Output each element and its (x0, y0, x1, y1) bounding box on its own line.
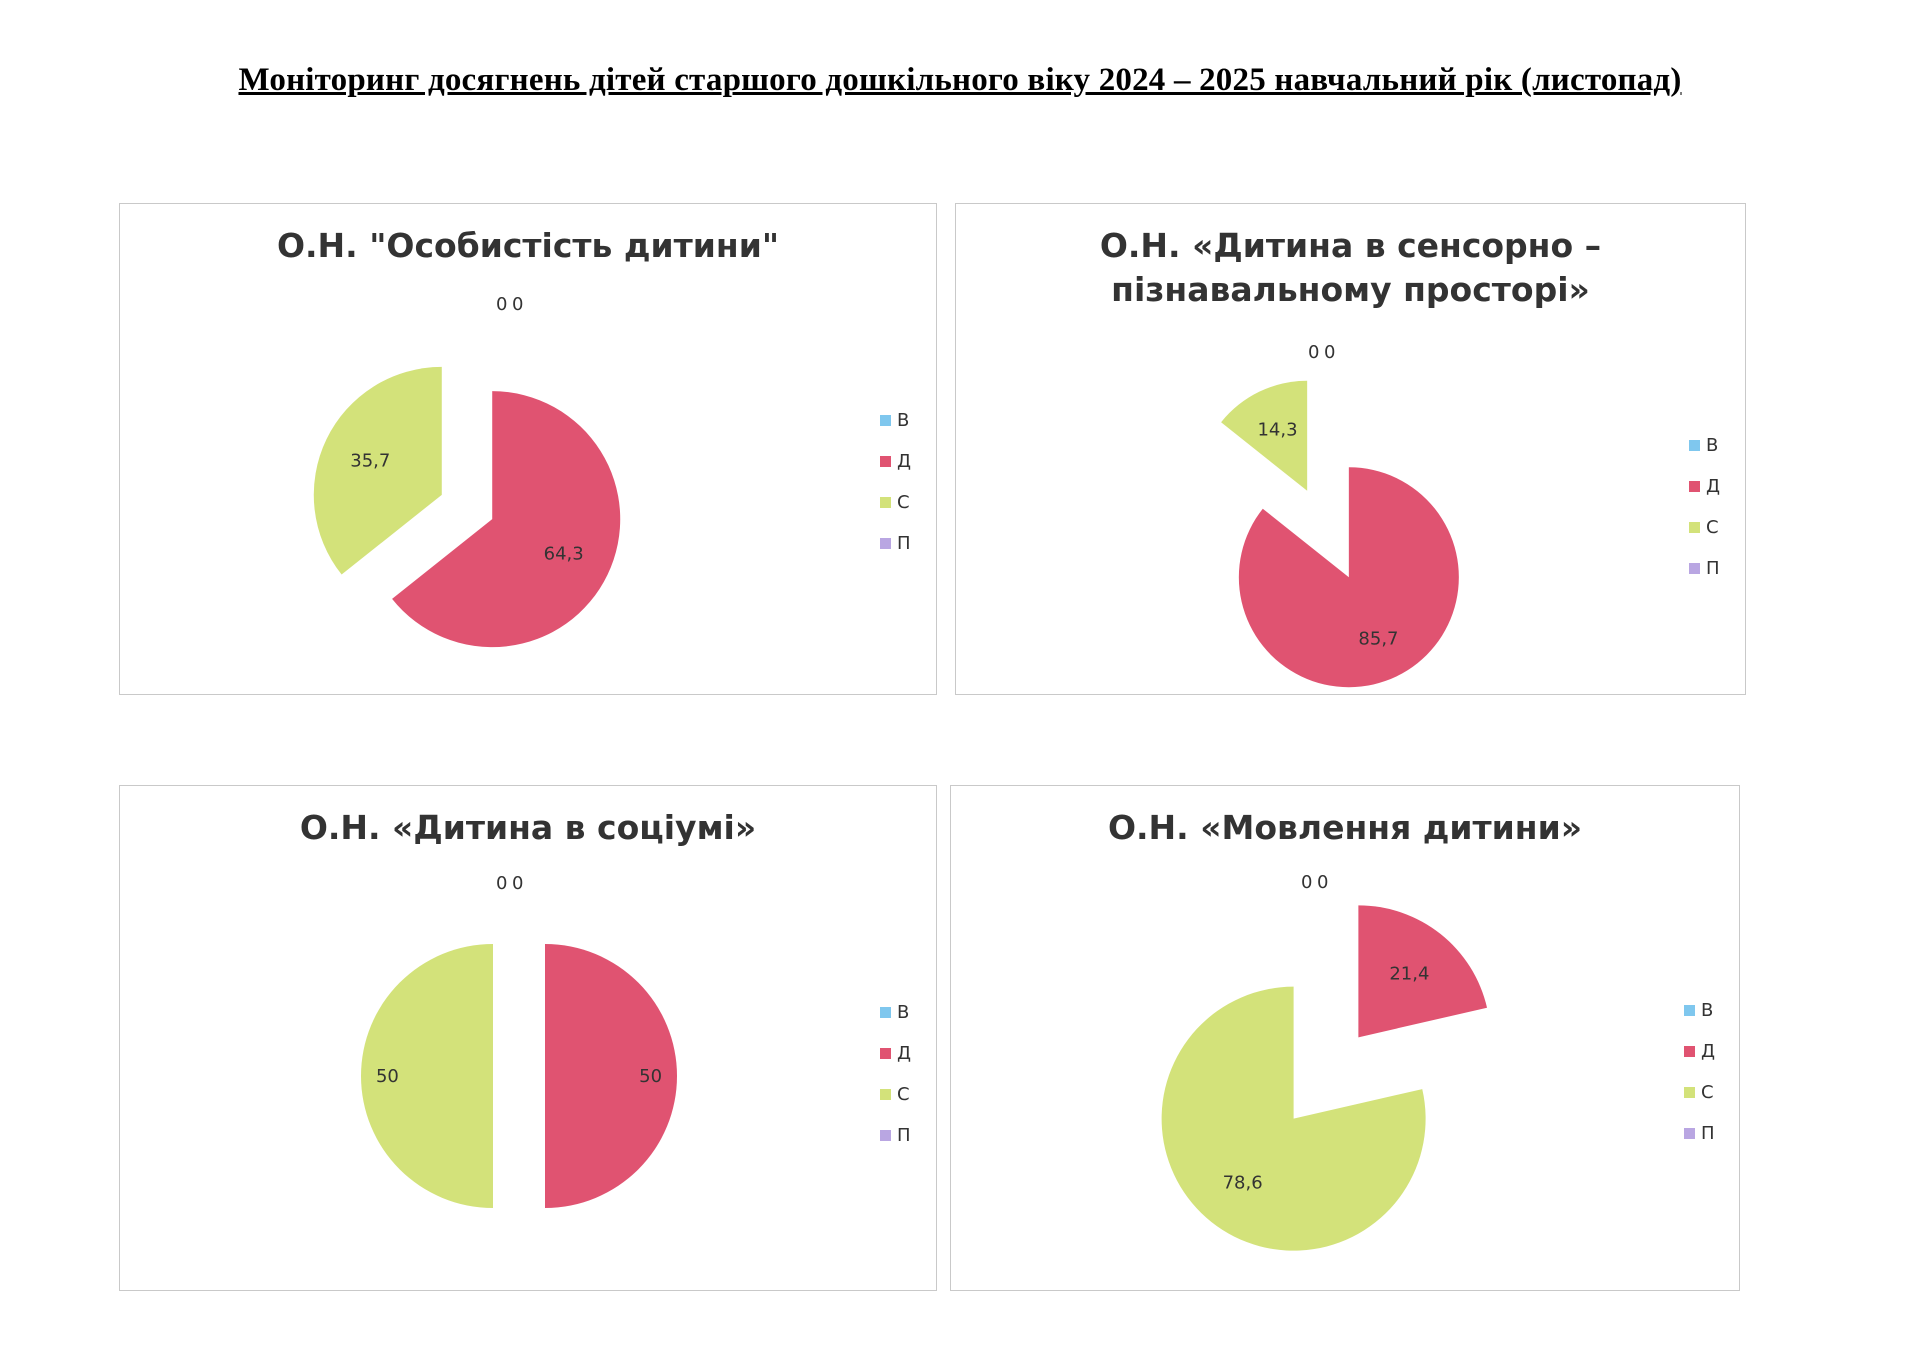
legend-label: П (897, 533, 911, 554)
data-label-zero: 0 (496, 873, 507, 894)
data-label-zero: 0 (1317, 872, 1328, 893)
legend-label: Д (897, 1043, 912, 1064)
chart-sensory: О.Н. «Дитина в сенсорно – пізнавальному … (955, 203, 1746, 695)
legend-label: Д (1701, 1041, 1716, 1062)
page-title: Моніторинг досягнень дітей старшого дошк… (238, 62, 1682, 98)
data-label-zero: 0 (512, 294, 523, 315)
legend-label: Д (1706, 476, 1721, 497)
legend-label: В (897, 410, 910, 431)
pie-chart-svg: 0 21,4 78,6 0 (1161, 872, 1488, 1251)
legend-label: С (1701, 1082, 1714, 1103)
data-label: 35,7 (350, 450, 390, 471)
legend-swatch (880, 538, 891, 549)
pie-slice-s (361, 944, 493, 1208)
pie-slice-d (1358, 905, 1488, 1038)
legend-swatch (880, 456, 891, 467)
data-label: 21,4 (1389, 963, 1429, 984)
data-label-zero: 0 (1308, 342, 1319, 363)
legend-label: В (1706, 435, 1719, 456)
legend-swatch (880, 1048, 891, 1059)
legend-item: С (1689, 507, 1720, 548)
data-label: 78,6 (1223, 1173, 1263, 1194)
legend-item: В (880, 992, 911, 1033)
legend-swatch (1684, 1005, 1695, 1016)
legend-swatch (1684, 1087, 1695, 1098)
chart-title-line-1: О.Н. «Дитина в сенсорно – (1099, 226, 1602, 265)
legend-item: С (880, 1074, 911, 1115)
pie-slice-s (1221, 380, 1308, 491)
pie-chart-svg: 0 85,7 14,3 0 (1221, 342, 1459, 688)
legend-item: В (1689, 425, 1720, 466)
legend-item: Д (1684, 1031, 1715, 1072)
legend-label: П (1701, 1123, 1715, 1144)
legend-item: Д (880, 1033, 911, 1074)
legend-swatch (1689, 522, 1700, 533)
pie-slice-d (392, 391, 621, 648)
legend-swatch (1689, 563, 1700, 574)
legend-item: П (880, 1115, 911, 1156)
chart-title: О.Н. «Дитина в сенсорно – пізнавальному … (956, 224, 1745, 312)
pie-slice-d (1238, 467, 1459, 688)
legend-swatch (1689, 440, 1700, 451)
pie-slice-s (313, 366, 442, 575)
legend-item: П (1684, 1113, 1715, 1154)
chart-title: О.Н. «Мовлення дитини» (1107, 808, 1583, 847)
chart-title: О.Н. «Дитина в соціумі» (299, 808, 757, 847)
legend-label: С (1706, 517, 1719, 538)
chart-title: О.Н. "Особистість дитини" (276, 226, 780, 265)
data-label-zero: 0 (1324, 342, 1335, 363)
legend-label: П (1706, 558, 1720, 579)
legend-swatch (880, 497, 891, 508)
legend-item: С (880, 482, 911, 523)
legend-swatch (880, 1089, 891, 1100)
legend-swatch (880, 1007, 891, 1018)
data-label-zero: 0 (496, 294, 507, 315)
pie-slice-d (545, 944, 677, 1208)
legend-item: С (1684, 1072, 1715, 1113)
legend-label: В (897, 1002, 910, 1023)
data-label: 50 (376, 1066, 399, 1087)
legend-item: В (880, 400, 911, 441)
pie-slice-s (1161, 986, 1426, 1251)
legend-item: П (880, 523, 911, 564)
legend-label: С (897, 492, 910, 513)
legend-label: Д (897, 451, 912, 472)
legend-label: С (897, 1084, 910, 1105)
pie-chart-svg: 0 50 50 0 (361, 873, 677, 1208)
chart-title-line-2: пізнавальному просторі» (1111, 270, 1590, 309)
data-label-zero: 0 (512, 873, 523, 894)
legend-swatch (1684, 1046, 1695, 1057)
legend-swatch (880, 1130, 891, 1141)
pie-chart-svg: 0 64,3 35,7 0 (313, 294, 621, 648)
legend-label: В (1701, 1000, 1714, 1021)
data-label: 50 (639, 1066, 662, 1087)
legend-item: Д (1689, 466, 1720, 507)
legend-swatch (880, 415, 891, 426)
legend-item: П (1689, 548, 1720, 589)
legend-swatch (1684, 1128, 1695, 1139)
legend-item: В (1684, 990, 1715, 1031)
data-label: 64,3 (544, 544, 584, 565)
legend-item: Д (880, 441, 911, 482)
data-label: 14,3 (1257, 419, 1297, 440)
data-label-zero: 0 (1301, 872, 1312, 893)
legend-swatch (1689, 481, 1700, 492)
legend-label: П (897, 1125, 911, 1146)
data-label: 85,7 (1358, 629, 1398, 650)
